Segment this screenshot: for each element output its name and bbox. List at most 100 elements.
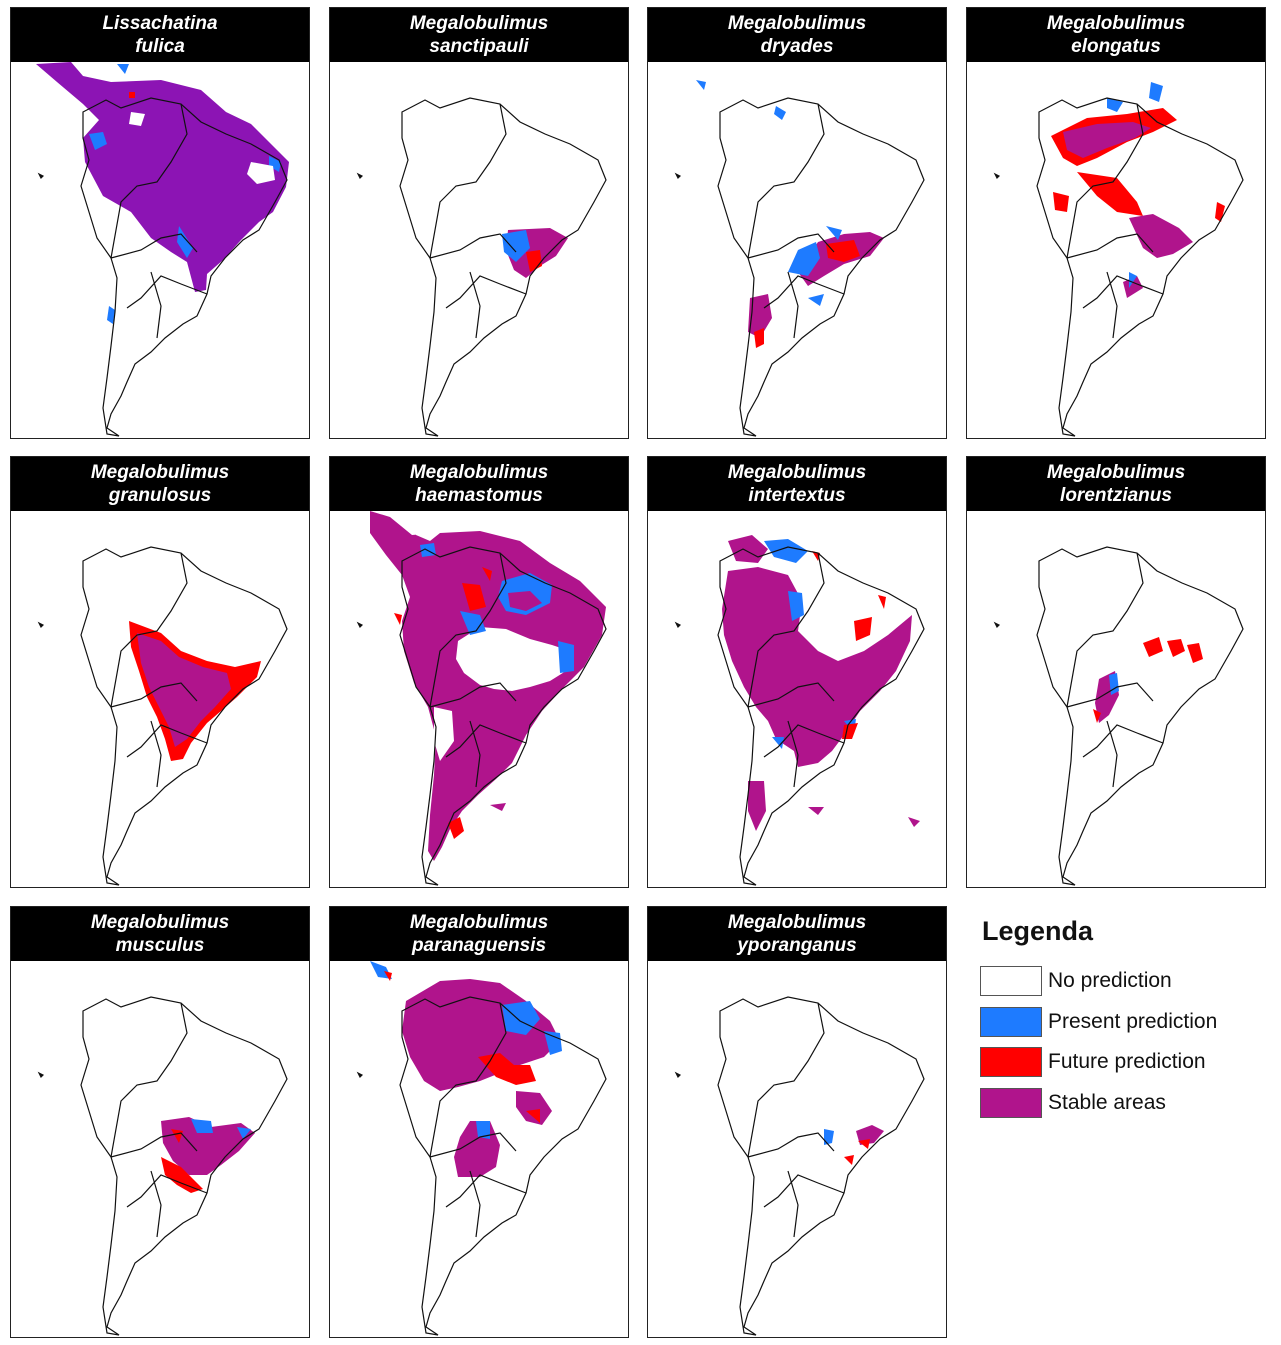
stable-area [748,781,920,831]
map-panel-megalobulimus-musculus: Megalobulimus musculus [10,906,310,1338]
legend-label: Future prediction [1048,1050,1206,1074]
legend-item-no-prediction: No prediction [980,961,1260,1002]
present-area [191,1119,251,1139]
stable-area [856,1125,884,1145]
stable-area [490,803,506,811]
species-epithet: haemastomus [415,485,543,506]
species-genus: Megalobulimus [90,912,230,933]
species-epithet: lorentzianus [1060,485,1172,506]
legend-item-future-prediction: Future prediction [980,1042,1260,1083]
panel-title: Lissachatina fulica [11,8,309,62]
map-legend: Legenda No prediction Present prediction… [980,912,1260,1142]
country-borders [674,546,925,886]
map-megalobulimus-paranaguensis [356,961,607,1336]
map-panel-megalobulimus-yporanganus: Megalobulimus yporanganus [647,906,947,1338]
species-epithet: fulica [135,36,185,57]
species-genus: Megalobulimus [1046,13,1186,34]
map-panel-megalobulimus-dryades: Megalobulimus dryades [647,7,947,439]
map-panel-megalobulimus-sanctipauli: Megalobulimus sanctipauli [329,7,629,439]
species-genus: Megalobulimus [409,462,549,483]
legend-swatch-present-prediction [980,1006,1042,1037]
stable-area [36,62,289,292]
prediction-areas [696,80,884,348]
stable-area [722,535,912,767]
stable-area [161,1117,255,1175]
map-megalobulimus-sanctipauli [356,97,607,437]
prediction-areas [370,961,562,1177]
map-panel-megalobulimus-lorentzianus: Megalobulimus lorentzianus [966,456,1266,888]
species-epithet: granulosus [108,485,212,506]
panel-title: Megalobulimus dryades [648,8,946,62]
prediction-areas [502,228,568,278]
map-panel-megalobulimus-paranaguensis: Megalobulimus paranaguensis [329,906,629,1338]
present-area [502,230,530,262]
future-area [129,92,135,98]
present-area [696,80,842,306]
legend-swatch-stable-areas [980,1087,1042,1118]
country-borders [674,996,925,1336]
no-prediction-hole [416,521,570,761]
panel-title: Megalobulimus musculus [11,907,309,961]
future-area [1093,709,1101,723]
map-megalobulimus-musculus [37,996,288,1336]
present-area [1107,82,1163,288]
map-megalobulimus-yporanganus [674,996,925,1336]
species-genus: Lissachatina [102,13,218,34]
panel-title: Megalobulimus sanctipauli [330,8,628,62]
species-epithet: sanctipauli [429,36,529,57]
legend-label: Stable areas [1048,1090,1166,1114]
country-borders [37,546,288,886]
panel-title: Megalobulimus haemastomus [330,457,628,511]
present-area [107,306,115,324]
map-panel-megalobulimus-intertextus: Megalobulimus intertextus [647,456,947,888]
legend-label: Present prediction [1048,1009,1218,1033]
present-area [824,1129,834,1145]
panel-title: Megalobulimus intertextus [648,457,946,511]
panel-title: Megalobulimus yporanganus [648,907,946,961]
species-epithet: dryades [760,36,834,57]
future-area [161,1129,203,1193]
country-borders [37,996,288,1336]
species-genus: Megalobulimus [409,13,549,34]
country-borders [993,97,1244,437]
species-genus: Megalobulimus [1046,462,1186,483]
map-panel-lissachatina-fulica: Lissachatina fulica [10,7,310,439]
future-area [844,1139,870,1165]
no-prediction-hole [129,112,275,184]
legend-swatch-no-prediction [980,966,1042,997]
present-area [370,961,562,1139]
country-borders [356,97,607,437]
species-epithet: yporanganus [737,935,857,956]
map-megalobulimus-intertextus [674,535,925,886]
legend-item-stable-areas: Stable areas [980,1083,1260,1124]
country-borders [993,546,1244,886]
future-area [754,240,860,348]
prediction-areas [36,62,289,324]
map-lissachatina-fulica [36,62,289,437]
country-borders [37,97,288,437]
species-epithet: elongatus [1071,36,1161,57]
prediction-areas [1093,637,1203,723]
species-genus: Megalobulimus [90,462,230,483]
map-megalobulimus-dryades [674,80,925,437]
species-epithet: paranaguensis [411,935,547,956]
stable-area [508,591,542,611]
country-borders [674,97,925,437]
country-borders [356,546,607,886]
panel-title: Megalobulimus granulosus [11,457,309,511]
species-genus: Megalobulimus [727,462,867,483]
legend-swatch-future-prediction [980,1047,1042,1078]
panel-title: Megalobulimus lorentzianus [967,457,1265,511]
country-borders [356,996,607,1336]
species-epithet: intertextus [748,485,846,506]
prediction-areas [161,1117,255,1193]
map-megalobulimus-elongatus [993,82,1244,437]
legend-label: No prediction [1048,969,1172,993]
legend-item-present-prediction: Present prediction [980,1002,1260,1043]
species-genus: Megalobulimus [727,13,867,34]
species-genus: Megalobulimus [727,912,867,933]
map-megalobulimus-lorentzianus [993,546,1244,886]
map-panel-megalobulimus-elongatus: Megalobulimus elongatus [966,7,1266,439]
stable-area [137,633,231,747]
panel-title: Megalobulimus paranaguensis [330,907,628,961]
